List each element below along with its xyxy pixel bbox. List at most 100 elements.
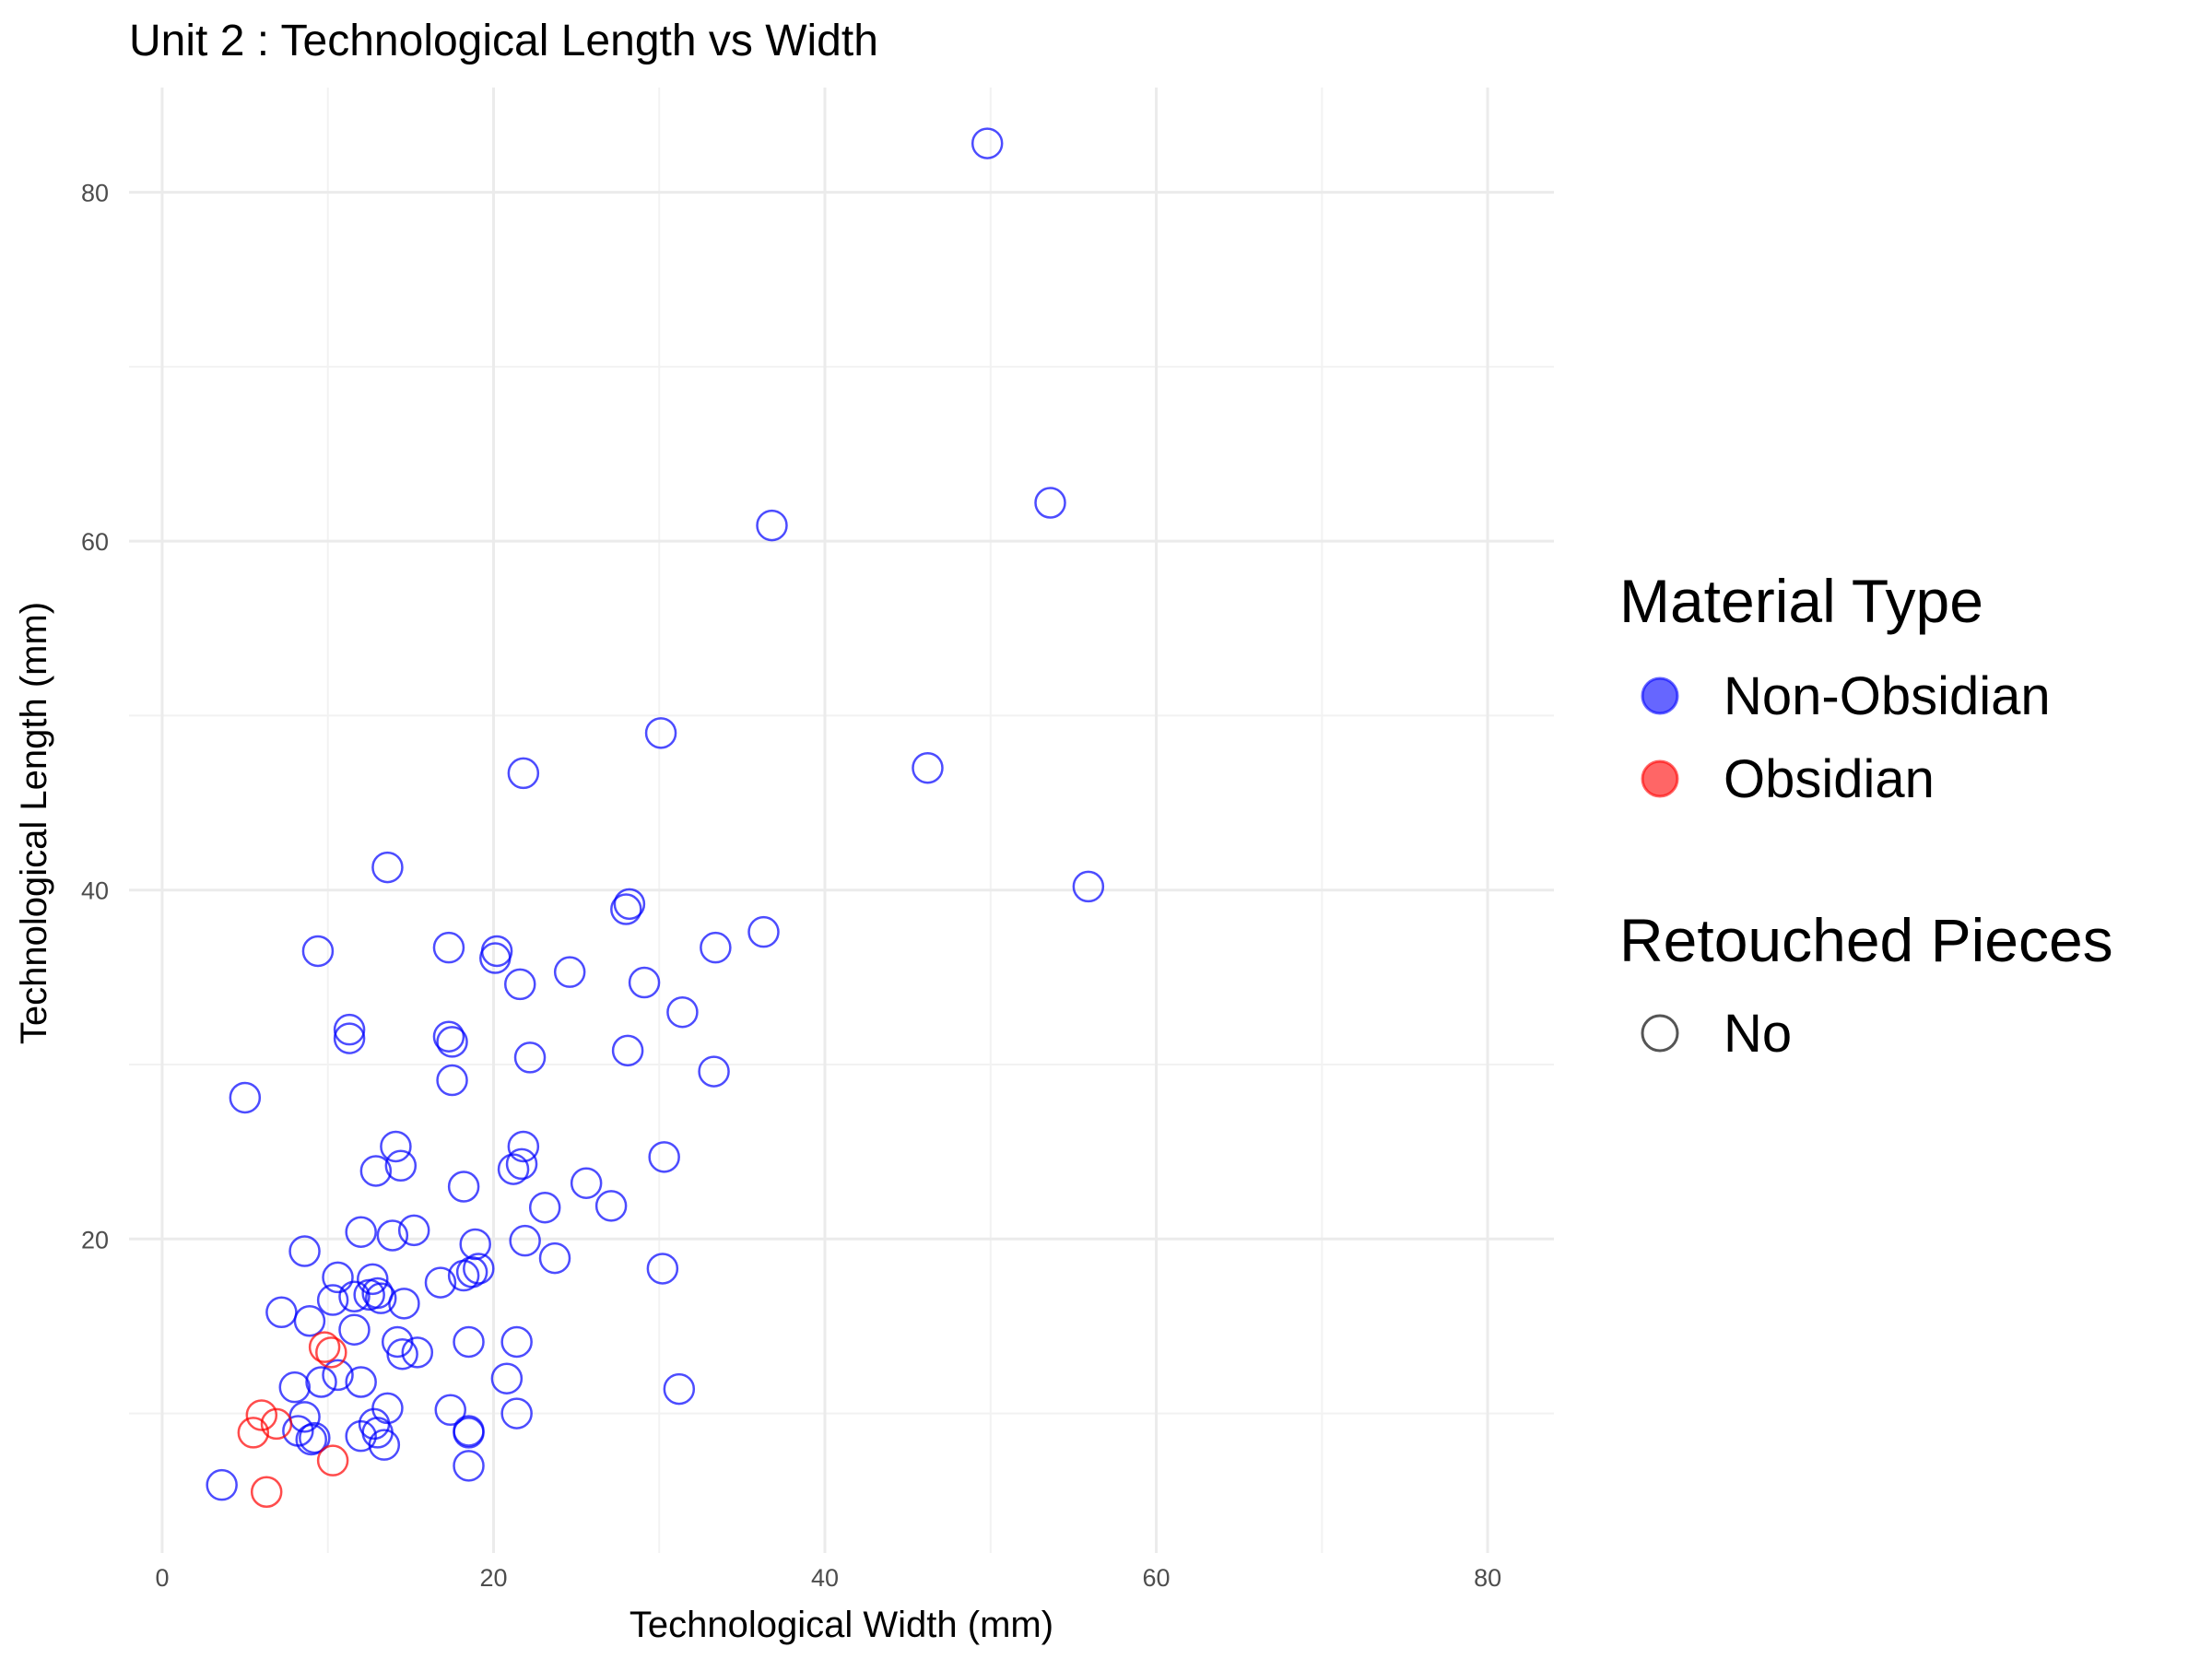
data-point-non-obsidian (436, 1064, 468, 1097)
legend-key-non-obsidian (1641, 677, 1679, 715)
data-point-non-obsidian (912, 751, 944, 784)
data-point-non-obsidian (610, 893, 642, 925)
data-point-non-obsidian (357, 1263, 389, 1296)
data-point-obsidian (316, 1444, 349, 1477)
data-point-non-obsidian (453, 1417, 485, 1449)
data-point-non-obsidian (463, 1253, 495, 1285)
data-point-non-obsidian (278, 1371, 312, 1404)
data-point-non-obsidian (644, 717, 677, 749)
data-point-non-obsidian (386, 1337, 418, 1371)
data-point-non-obsidian (333, 1022, 366, 1054)
data-point-non-obsidian (397, 1214, 430, 1247)
data-point-non-obsidian (611, 1034, 644, 1067)
data-point-non-obsidian (507, 1130, 540, 1163)
data-point-non-obsidian (436, 1026, 468, 1058)
data-point-obsidian (250, 1476, 283, 1508)
data-point-non-obsidian (747, 915, 780, 948)
gridlines (129, 88, 1554, 1553)
legend: Material Type Non-Obsidian Obsidian Reto… (1619, 567, 2113, 1064)
data-point-non-obsidian (528, 1191, 561, 1224)
data-point-obsidian (308, 1331, 341, 1363)
data-point-non-obsidian (971, 127, 1004, 159)
y-axis-title: Technological Length (mm) (14, 602, 54, 1044)
x-tick-label: 40 (811, 1564, 839, 1592)
data-point-non-obsidian (698, 1055, 730, 1088)
data-point-non-obsidian (756, 509, 788, 542)
data-point-non-obsidian (505, 1147, 538, 1181)
data-point-non-obsidian (364, 1282, 397, 1314)
data-point-non-obsidian (229, 1081, 262, 1114)
data-point-non-obsidian (594, 1190, 628, 1222)
data-point-non-obsidian (666, 995, 699, 1029)
data-point-non-obsidian (504, 968, 536, 1001)
data-point-non-obsidian (459, 1228, 491, 1261)
data-point-non-obsidian (507, 757, 540, 790)
data-point-non-obsidian (648, 1141, 680, 1173)
data-point-non-obsidian (553, 956, 586, 988)
data-point-obsidian (245, 1399, 278, 1431)
data-point-non-obsidian (299, 1421, 331, 1454)
data-point-non-obsidian (490, 1362, 524, 1394)
data-point-obsidian (237, 1417, 270, 1449)
data-point-non-obsidian (333, 1013, 366, 1046)
data-point-non-obsidian (700, 931, 732, 964)
data-point-non-obsidian (293, 1305, 326, 1337)
data-point-non-obsidian (509, 1224, 541, 1257)
chart-title: Unit 2 : Technological Length vs Width (129, 17, 878, 65)
data-points (206, 127, 1105, 1508)
data-point-non-obsidian (376, 1219, 409, 1252)
x-tick-label: 60 (1143, 1564, 1171, 1592)
data-point-obsidian (315, 1336, 347, 1369)
data-point-non-obsidian (513, 1041, 547, 1074)
data-point-non-obsidian (479, 942, 512, 974)
data-point-non-obsidian (646, 1253, 679, 1285)
tick-labels: 0 20 40 60 80 20 40 60 80 (81, 180, 1501, 1592)
y-tick-label: 60 (81, 528, 109, 556)
data-point-non-obsidian (316, 1284, 349, 1316)
data-point-non-obsidian (371, 851, 404, 884)
data-point-non-obsidian (497, 1153, 530, 1185)
data-point-non-obsidian (345, 1419, 377, 1453)
data-point-non-obsidian (359, 1155, 393, 1187)
y-tick-label: 20 (81, 1226, 109, 1253)
data-point-non-obsidian (401, 1336, 434, 1369)
data-point-non-obsidian (1034, 487, 1066, 519)
y-tick-label: 40 (81, 877, 109, 905)
data-point-obsidian (260, 1407, 293, 1441)
data-point-non-obsidian (338, 1280, 371, 1312)
data-point-non-obsidian (447, 1171, 480, 1203)
data-point-non-obsidian (295, 1423, 327, 1456)
legend-label-non-obsidian: Non-Obsidian (1724, 666, 2051, 726)
data-point-non-obsidian (388, 1288, 420, 1320)
data-point-non-obsidian (424, 1266, 457, 1299)
data-point-non-obsidian (432, 1020, 465, 1053)
x-tick-label: 0 (155, 1564, 169, 1592)
data-point-non-obsidian (434, 1394, 466, 1427)
data-point-non-obsidian (447, 1259, 480, 1292)
data-point-non-obsidian (628, 966, 661, 999)
data-point-non-obsidian (301, 935, 335, 968)
data-point-non-obsidian (322, 1359, 354, 1392)
legend-label-obsidian: Obsidian (1724, 749, 1935, 809)
data-point-non-obsidian (500, 1325, 533, 1359)
x-tick-label: 80 (1474, 1564, 1501, 1592)
data-point-non-obsidian (453, 1325, 485, 1359)
data-point-non-obsidian (338, 1313, 371, 1346)
data-point-non-obsidian (322, 1261, 354, 1294)
x-axis-title: Technological Width (mm) (629, 1605, 1053, 1645)
data-point-non-obsidian (1072, 870, 1105, 903)
data-point-non-obsidian (613, 888, 646, 921)
data-point-non-obsidian (453, 1450, 485, 1482)
data-point-non-obsidian (305, 1366, 337, 1398)
data-point-non-obsidian (663, 1372, 696, 1406)
legend-label-retouched-no: No (1724, 1004, 1792, 1064)
data-point-non-obsidian (345, 1216, 377, 1248)
data-point-non-obsidian (432, 931, 465, 964)
data-point-non-obsidian (570, 1167, 603, 1199)
data-point-non-obsidian (380, 1130, 412, 1163)
data-point-non-obsidian (206, 1468, 238, 1501)
x-tick-label: 20 (479, 1564, 507, 1592)
data-point-non-obsidian (538, 1241, 571, 1275)
